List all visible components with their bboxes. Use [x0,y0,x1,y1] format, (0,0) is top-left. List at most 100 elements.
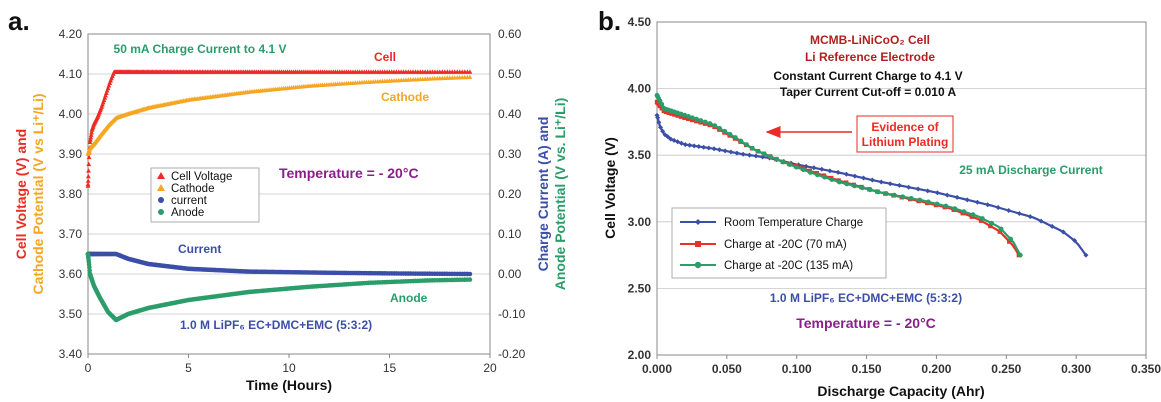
data-point [696,144,702,150]
data-point [694,116,699,122]
data-point [852,183,857,189]
data-point [669,111,674,116]
panel-a-y-left-tick: 3.50 [59,307,83,321]
panel-a-temperature-annotation: Temperature = - 20°C [279,165,419,181]
data-point [970,212,976,218]
panel-b-x-tick: 0.000 [642,362,672,376]
data-point [467,74,473,79]
panel-b-title-line2: Li Reference Electrode [805,50,935,64]
data-point [934,201,940,207]
data-point [109,73,115,79]
data-point [815,172,820,178]
data-point [875,189,881,195]
data-point [852,173,858,179]
panel-a-y-right-tick: 0.20 [498,187,522,201]
data-point [106,83,112,88]
panel-b-y-tick: 2.00 [628,348,652,362]
data-point [794,164,799,170]
data-point [988,223,993,229]
data-point [663,109,669,115]
panel-b-y-tick: 3.50 [628,148,652,162]
data-point [829,177,835,182]
data-point [672,112,677,117]
data-point [86,168,91,173]
panel-a-y-right-tick: 0.10 [498,227,522,241]
data-point [666,110,671,115]
data-point [686,114,691,119]
data-point [467,69,473,74]
panel-b-x-tick: 0.150 [852,362,882,376]
panel-b: b. 2.00 2.50 3.00 3.50 4.00 4.50 0.000 0.050 0.… [598,6,1161,399]
panel-b-x-axis-label: Discharge Capacity (Ahr) [817,383,984,399]
panel-a-y-left-tick: 4.00 [59,107,83,121]
panel-b-x-tick: 0.300 [1061,362,1091,376]
data-point [843,171,849,177]
panel-a-legend-box [150,167,260,223]
panel-a-x-tick: 15 [383,361,397,375]
data-point [660,128,666,134]
data-point [997,229,1002,234]
legend-marker-anode [158,209,164,215]
data-point [954,194,960,200]
legend-label-cell-voltage: Cell Voltage [171,171,232,183]
data-point [944,192,950,198]
panel-a-y-left-tick: 4.10 [59,67,83,81]
data-point [943,203,949,209]
panel-a-current-annotation: Current [178,242,221,256]
panel-a-series-anode [85,251,473,323]
panel-a-y-right-tick: 0.30 [498,147,522,161]
legend-marker-cathode [157,184,165,191]
panel-b-series-135ma [654,92,1023,258]
panel-b-y-axis-label: Cell Voltage (V) [602,137,618,239]
data-point [1008,236,1014,242]
data-point [701,144,707,150]
data-point [1016,211,1022,217]
data-point [100,102,105,107]
panel-b-constant-current: Constant Current Charge to 4.1 V [773,69,962,83]
data-point [1049,223,1055,229]
data-point [827,168,833,174]
data-point [87,137,93,142]
data-point [1083,252,1089,258]
data-point [961,209,967,215]
legend-marker-current [158,197,164,203]
data-point [908,195,914,201]
panel-b-x-tick: 0.050 [712,362,742,376]
data-point [1006,208,1012,214]
data-point [89,129,94,135]
data-point [753,153,759,159]
legend-label-current: current [171,195,208,207]
data-point [892,192,897,198]
data-point [780,159,786,165]
data-point [774,156,780,162]
data-point [85,181,91,187]
panel-a-y-left-tick: 3.90 [59,147,83,161]
data-point [88,132,94,137]
panel-a-y-right-tick: 0.50 [498,67,522,81]
data-point [844,181,850,187]
data-point [952,206,958,212]
data-point [88,134,94,140]
panel-a-y-right-tick: -0.20 [498,347,526,361]
panel-b-y-tick: 2.50 [628,281,652,295]
data-point [734,150,740,156]
data-point [702,119,708,125]
data-point [768,154,773,160]
panel-a-y-left-label-line2: Cathode Potential (V vs Li⁺/Li) [30,93,46,294]
data-point [467,271,473,277]
data-point [105,85,111,91]
data-point [861,175,867,181]
data-point [887,181,893,187]
data-point [811,165,817,171]
data-point [87,268,92,273]
panel-a-y-left-tick: 3.60 [59,267,83,281]
data-point [1072,238,1078,244]
data-point [678,114,684,119]
data-point [744,142,749,148]
data-point [732,135,738,140]
panel-a-y-right-tick: 0.00 [498,267,522,281]
data-point [107,80,113,85]
data-point [687,142,693,148]
panel-b-evidence-box [856,115,954,153]
data-point [869,177,875,183]
